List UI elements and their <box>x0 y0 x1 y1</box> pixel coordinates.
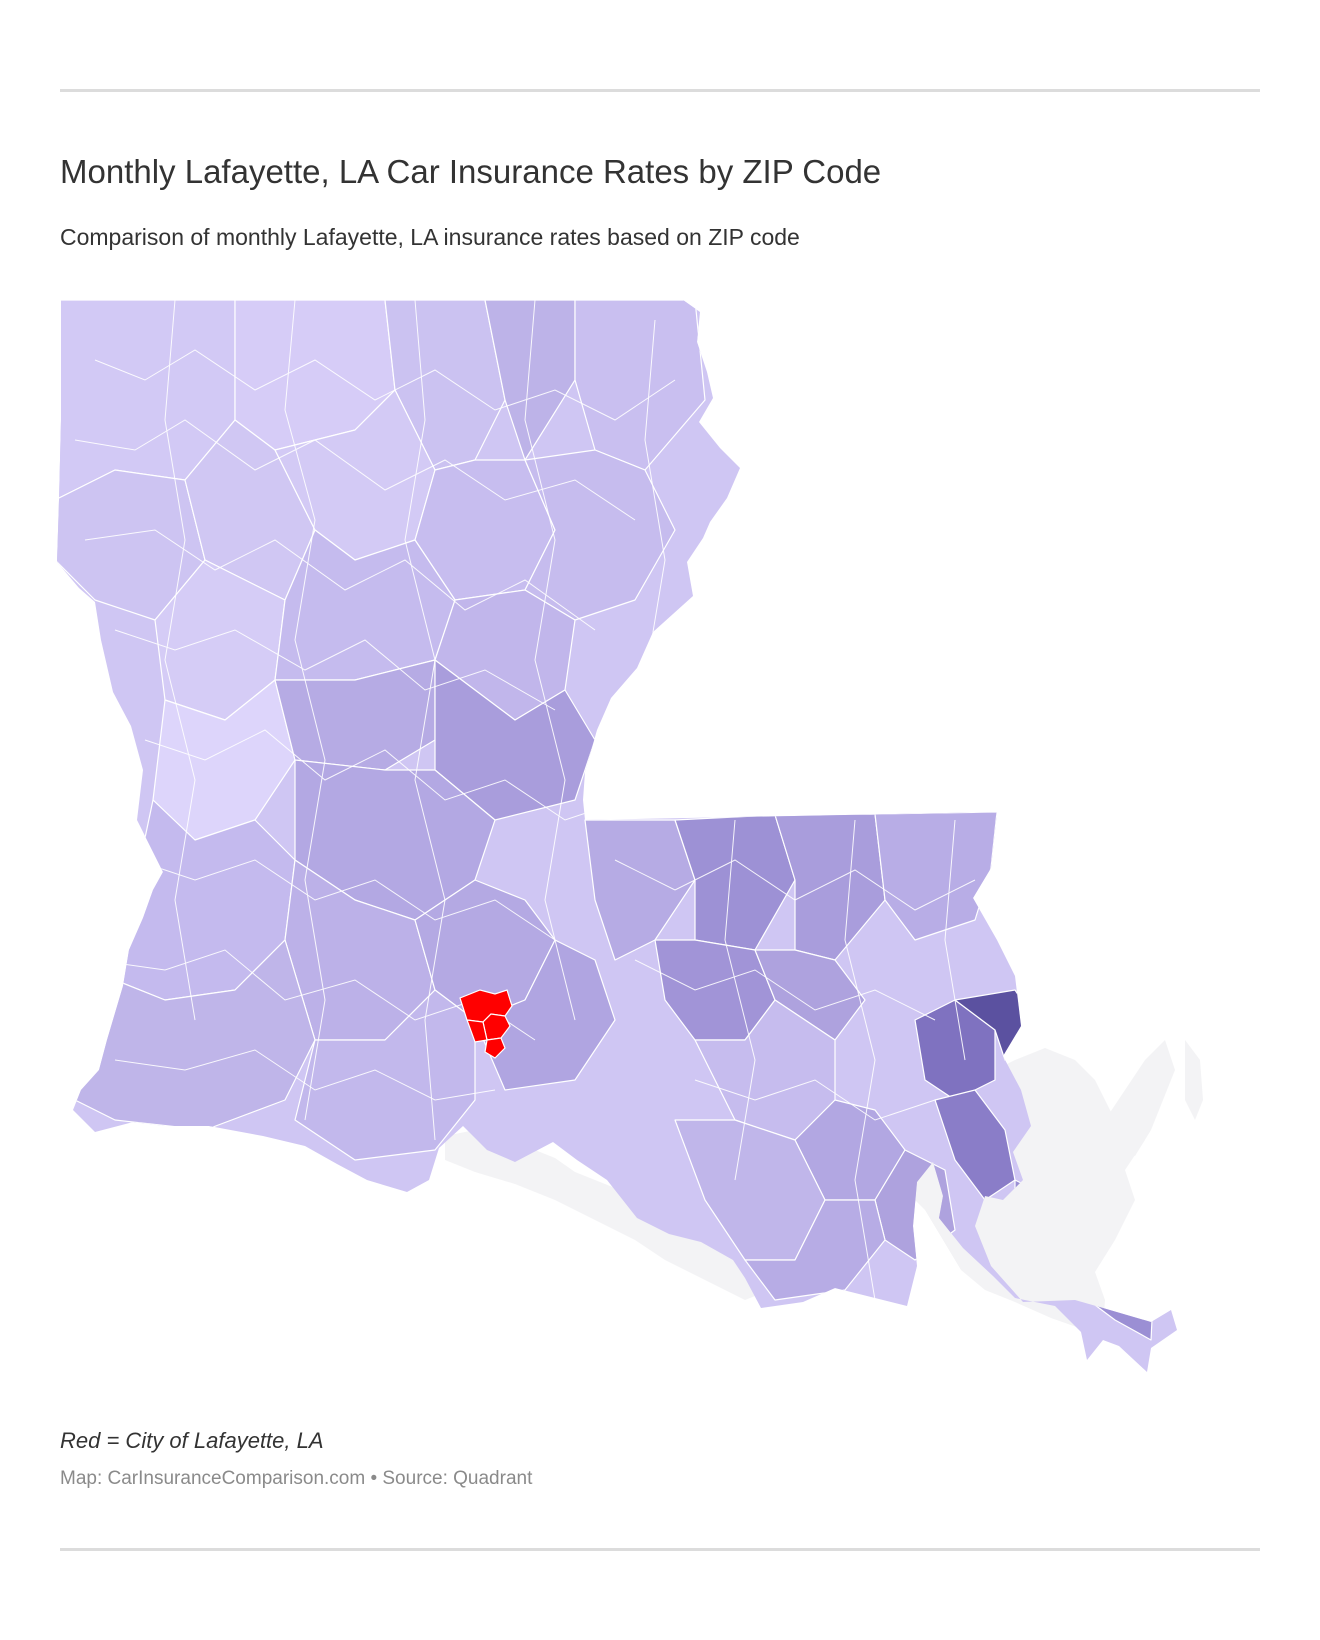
chart-subtitle: Comparison of monthly Lafayette, LA insu… <box>60 224 800 250</box>
bottom-divider <box>60 1548 1260 1551</box>
zip-boundary-lines <box>74 300 976 1301</box>
louisiana-zip-map[interactable] <box>55 300 1265 1400</box>
legend-note: Red = City of Lafayette, LA <box>60 1428 324 1453</box>
lafayette-city-zips[interactable] <box>459 989 513 1059</box>
chart-title: Monthly Lafayette, LA Car Insurance Rate… <box>60 153 882 190</box>
top-divider <box>60 89 1260 92</box>
source-credit: Map: CarInsuranceComparison.com • Source… <box>60 1468 533 1489</box>
